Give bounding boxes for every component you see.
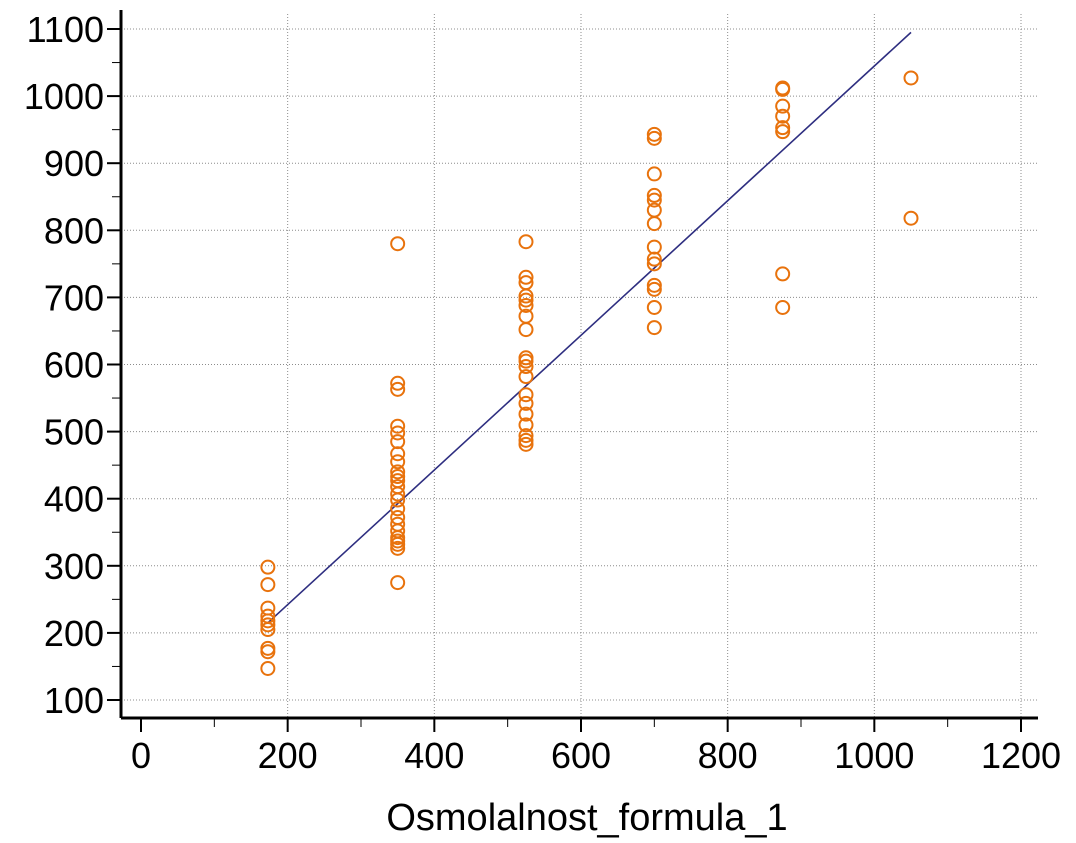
data-point <box>390 575 406 591</box>
y-tick-label: 600 <box>44 345 104 386</box>
y-tick-label: 300 <box>44 546 104 587</box>
x-tick-label: 400 <box>404 735 464 776</box>
data-point <box>260 660 276 676</box>
data-point <box>903 210 919 226</box>
data-point <box>646 320 662 336</box>
data-point <box>646 256 662 272</box>
data-point <box>646 192 662 208</box>
x-tick-label: 800 <box>698 735 758 776</box>
data-point <box>646 166 662 182</box>
data-point <box>646 130 662 146</box>
data-point <box>518 395 534 411</box>
data-point <box>646 216 662 232</box>
data-point <box>260 644 276 660</box>
data-point <box>775 124 791 140</box>
data-point <box>646 281 662 297</box>
data-point <box>518 428 534 444</box>
grid-lines <box>121 14 1038 718</box>
data-point <box>260 559 276 575</box>
data-point <box>518 369 534 385</box>
y-tick-label: 100 <box>44 680 104 721</box>
x-tick-label: 0 <box>131 735 151 776</box>
data-point <box>260 622 276 638</box>
data-point <box>390 446 406 462</box>
data-point <box>518 387 534 403</box>
data-point <box>775 81 791 97</box>
data-point <box>646 277 662 293</box>
data-point <box>646 251 662 267</box>
data-point <box>903 70 919 86</box>
y-tick-label: 900 <box>44 143 104 184</box>
data-point <box>518 432 534 448</box>
data-point <box>775 266 791 282</box>
data-point <box>390 469 406 485</box>
data-point <box>646 299 662 315</box>
x-tick-labels: 0 200 400 600 800 1000 1200 <box>131 735 1061 776</box>
x-tick-label: 600 <box>551 735 611 776</box>
y-tick-label: 1000 <box>24 76 104 117</box>
data-point <box>518 436 534 452</box>
data-point <box>518 353 534 369</box>
data-point <box>775 299 791 315</box>
data-point <box>518 292 534 308</box>
data-point <box>518 322 534 338</box>
data-point <box>390 418 406 434</box>
y-tick-label: 400 <box>44 479 104 520</box>
data-point <box>390 492 406 508</box>
data-point <box>390 381 406 397</box>
data-point <box>646 187 662 203</box>
data-point <box>390 501 406 517</box>
y-tick-label: 1100 <box>27 9 104 50</box>
data-point <box>518 297 534 313</box>
data-point <box>775 120 791 136</box>
data-point <box>390 540 406 556</box>
x-tick-label: 1000 <box>834 735 914 776</box>
y-tick-labels: 100 200 300 400 500 600 700 800 900 1000 1100 <box>24 9 104 721</box>
data-point <box>518 269 534 285</box>
regression-line <box>267 31 912 624</box>
data-points <box>260 70 919 676</box>
x-axis-title: Osmolalnost_formula_1 <box>386 797 787 839</box>
data-point <box>518 406 534 422</box>
y-tick-label: 500 <box>44 412 104 453</box>
y-tick-label: 800 <box>44 210 104 251</box>
y-tick-label: 200 <box>44 613 104 654</box>
data-point <box>390 536 406 552</box>
data-point <box>518 288 534 304</box>
data-point <box>260 617 276 633</box>
data-point <box>390 486 406 502</box>
x-tick-label: 200 <box>258 735 318 776</box>
data-point <box>390 375 406 391</box>
data-point <box>646 239 662 255</box>
data-point <box>775 98 791 114</box>
y-tick-label: 700 <box>44 277 104 318</box>
axes <box>119 10 1038 720</box>
data-point <box>390 464 406 480</box>
data-point <box>518 359 534 375</box>
data-point <box>260 577 276 593</box>
data-point <box>646 126 662 142</box>
data-point <box>390 425 406 441</box>
x-tick-label: 1200 <box>981 735 1061 776</box>
data-point <box>518 417 534 433</box>
data-point <box>518 234 534 250</box>
data-point <box>390 454 406 470</box>
data-point <box>390 236 406 252</box>
data-point <box>260 613 276 629</box>
regression-line-group <box>267 31 912 624</box>
data-point <box>775 108 791 124</box>
data-point <box>390 434 406 450</box>
axis-ticks <box>107 28 1022 732</box>
